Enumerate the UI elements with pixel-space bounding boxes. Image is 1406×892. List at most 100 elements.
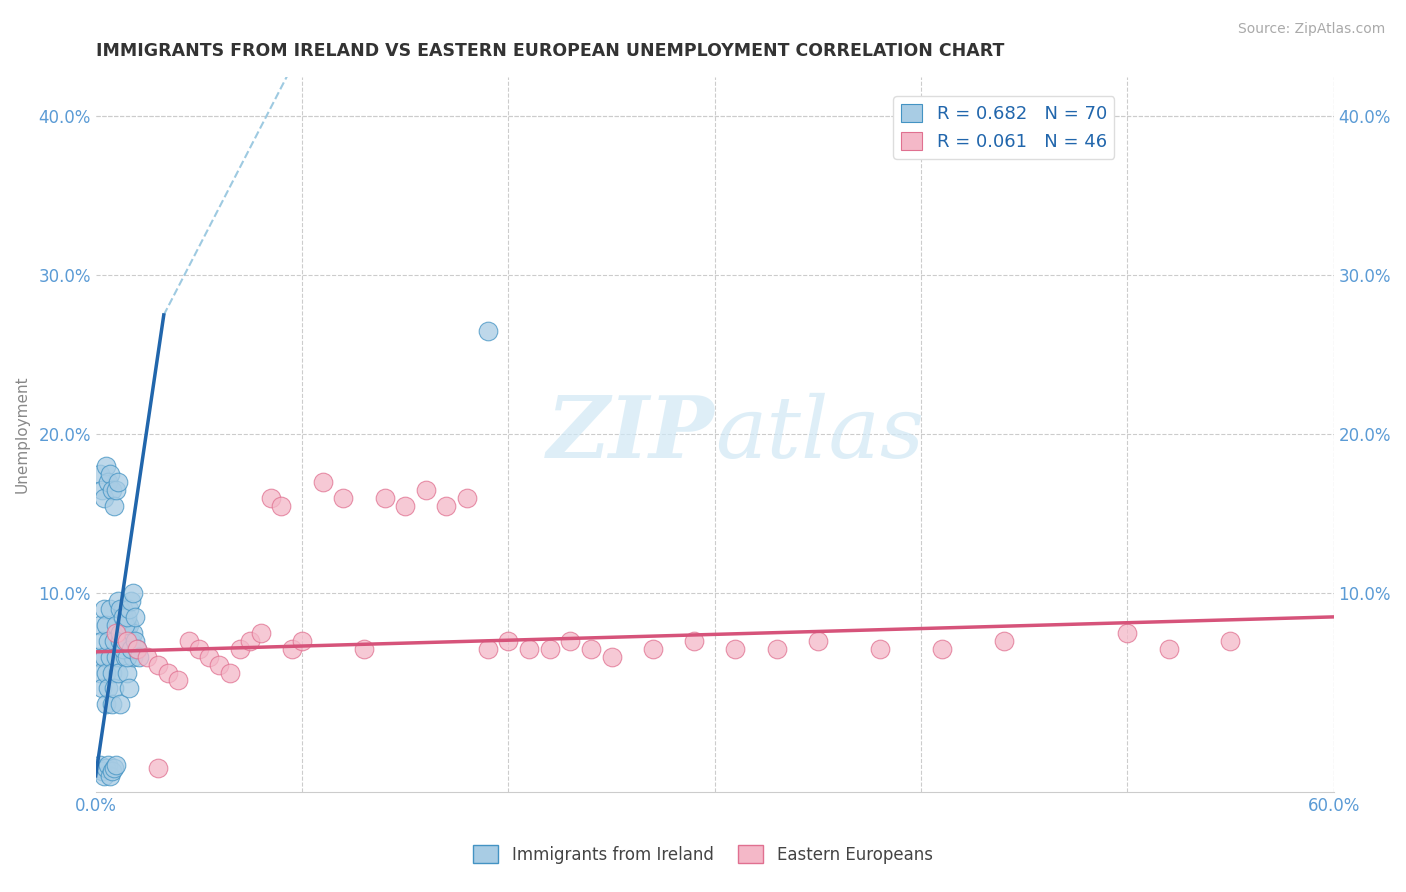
Point [125,641,148,656]
Point [118,617,141,632]
Point [98,467,121,481]
Text: Source: ZipAtlas.com: Source: ZipAtlas.com [1237,22,1385,37]
Point [869,641,891,656]
Point [931,641,953,656]
Point [115,617,138,632]
Point [121,625,143,640]
Point [415,483,437,497]
Point [89,467,111,481]
Point [107,665,129,680]
Point [1116,625,1139,640]
Point [120,641,142,656]
Point [124,610,146,624]
Point [560,633,582,648]
Point [90,483,112,497]
Point [118,602,141,616]
Point [94,458,117,473]
Point [110,633,132,648]
Point [87,649,110,664]
Point [218,665,240,680]
Point [110,602,132,616]
Point [105,757,128,772]
Point [111,602,134,616]
Point [90,633,112,648]
Point [249,625,271,640]
Point [101,698,124,712]
Point [121,586,143,600]
Legend: R = 0.682   N = 70, R = 0.061   N = 46: R = 0.682 N = 70, R = 0.061 N = 46 [893,96,1114,159]
Text: IMMIGRANTS FROM IRELAND VS EASTERN EUROPEAN UNEMPLOYMENT CORRELATION CHART: IMMIGRANTS FROM IRELAND VS EASTERN EUROP… [96,42,1004,60]
Point [394,499,416,513]
Point [90,681,112,696]
Point [477,641,499,656]
Point [105,617,128,632]
Point [94,617,117,632]
Point [111,641,134,656]
Point [579,641,602,656]
Point [114,617,136,632]
Point [115,665,138,680]
Point [765,641,787,656]
Point [97,633,120,648]
Point [1157,641,1180,656]
Point [89,617,111,632]
Point [101,764,124,778]
Point [103,761,125,775]
Point [136,649,159,664]
Point [641,641,664,656]
Point [125,641,148,656]
Point [90,764,112,778]
Point [239,633,262,648]
Point [94,665,117,680]
Point [98,769,121,783]
Point [167,673,190,688]
Point [115,633,138,648]
Point [94,761,117,775]
Point [89,757,111,772]
Point [115,649,138,664]
Point [124,633,146,648]
Point [538,641,561,656]
Point [107,475,129,489]
Point [97,681,120,696]
Point [103,681,125,696]
Point [105,649,128,664]
Point [260,491,283,505]
Point [156,665,179,680]
Text: atlas: atlas [714,392,924,475]
Point [89,665,111,680]
Point [87,761,110,775]
Point [93,649,115,664]
Point [121,649,143,664]
Point [110,625,132,640]
Text: ZIP: ZIP [547,392,714,476]
Point [110,698,132,712]
Point [600,649,623,664]
Point [353,641,375,656]
Point [146,657,169,672]
Point [456,491,478,505]
Point [93,769,115,783]
Point [198,649,221,664]
Point [105,625,128,640]
Point [498,633,520,648]
Point [683,633,706,648]
Point [120,594,142,608]
Point [103,633,125,648]
Point [208,657,231,672]
Point [114,649,136,664]
Point [229,641,252,656]
Point [94,698,117,712]
Point [93,491,115,505]
Point [101,483,124,497]
Point [115,610,138,624]
Point [97,475,120,489]
Point [1219,633,1241,648]
Point [993,633,1015,648]
Point [107,594,129,608]
Point [98,649,121,664]
Point [146,761,169,775]
Y-axis label: Unemployment: Unemployment [15,376,30,493]
Point [517,641,540,656]
Point [128,649,150,664]
